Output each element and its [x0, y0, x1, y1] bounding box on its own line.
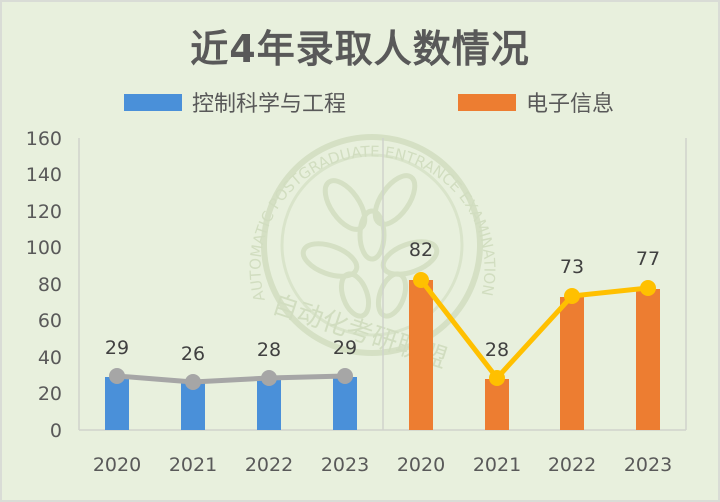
y-tick: 80 [38, 274, 62, 296]
line-marker [185, 374, 201, 390]
chart-title: 近4年录取人数情况 [190, 27, 530, 71]
bar [257, 379, 281, 430]
legend-label: 电子信息 [526, 92, 615, 117]
bar [333, 377, 357, 430]
legend-swatch-orange [458, 93, 516, 111]
line-control-science [109, 368, 353, 390]
bar [485, 379, 509, 430]
data-label: 77 [636, 248, 660, 270]
bars-electronic-info [409, 280, 660, 430]
x-tick: 2022 [245, 454, 293, 476]
y-tick: 100 [26, 237, 62, 259]
x-tick: 2020 [93, 454, 141, 476]
bar [636, 289, 660, 430]
data-label: 28 [257, 339, 281, 361]
line-marker [261, 370, 277, 386]
y-tick: 120 [26, 201, 62, 223]
y-tick: 60 [38, 310, 62, 332]
trend-line [116, 373, 346, 385]
x-tick: 2023 [321, 454, 369, 476]
line-marker [640, 280, 656, 296]
line-electronic-info [413, 272, 656, 386]
y-tick: 140 [26, 164, 62, 186]
data-label: 29 [105, 337, 129, 359]
y-tick: 160 [26, 128, 62, 150]
legend-label: 控制科学与工程 [192, 92, 347, 117]
bar [560, 297, 584, 430]
line-marker [564, 288, 580, 304]
data-label: 29 [333, 337, 357, 359]
legend-item-electronic-info: 电子信息 [458, 86, 614, 118]
x-tick: 2022 [548, 454, 596, 476]
data-label: 28 [485, 339, 509, 361]
data-label: 73 [560, 256, 584, 278]
trend-line [419, 278, 649, 382]
x-tick: 2023 [624, 454, 672, 476]
line-marker [337, 368, 353, 384]
legend-swatch-blue [124, 93, 182, 111]
x-tick: 2021 [169, 454, 217, 476]
line-marker [109, 368, 125, 384]
bar [409, 280, 433, 430]
bar [105, 377, 129, 430]
x-tick: 2021 [473, 454, 521, 476]
legend-item-control-science: 控制科学与工程 [124, 86, 346, 118]
chart-legend: 控制科学与工程 电子信息 [0, 86, 720, 118]
watermark-ring [261, 134, 483, 356]
x-axis-ticks: 2020 2021 2022 2023 2020 2021 2022 2023 [93, 454, 672, 476]
data-label: 82 [409, 239, 433, 261]
y-tick: 0 [50, 420, 62, 442]
data-labels: 29 26 28 29 82 28 73 77 [105, 239, 660, 365]
bar [181, 383, 205, 430]
bars-control-science [105, 377, 357, 430]
y-axis-ticks: 0 20 40 60 80 100 120 140 160 [26, 128, 62, 442]
watermark-ring-inner [280, 153, 464, 337]
data-label: 26 [181, 343, 205, 365]
x-tick: 2020 [397, 454, 445, 476]
line-marker [489, 370, 505, 386]
y-tick: 40 [38, 347, 62, 369]
line-marker [413, 272, 429, 288]
y-tick: 20 [38, 383, 62, 405]
